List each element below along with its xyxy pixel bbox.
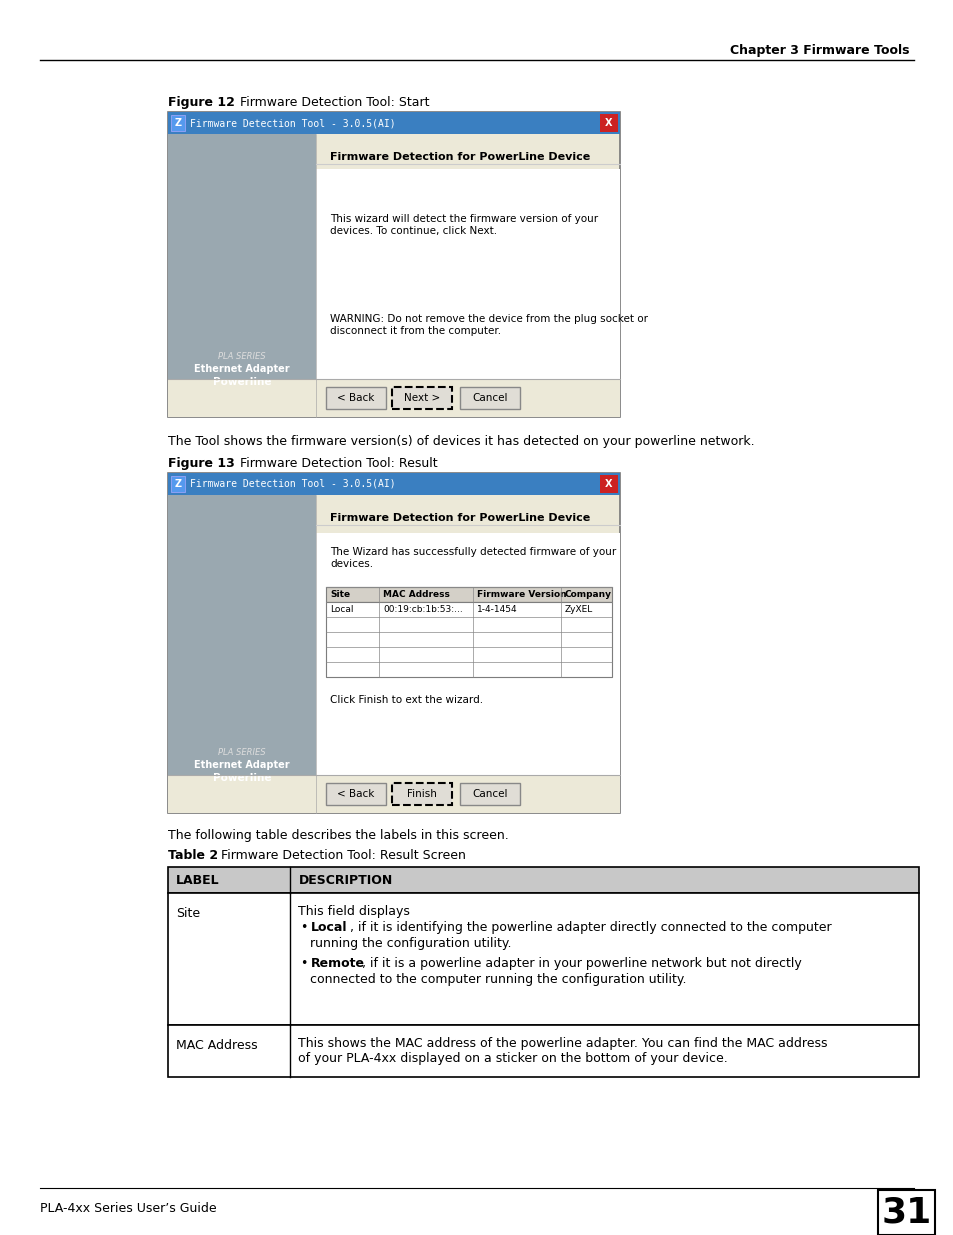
Text: Figure 12: Figure 12 — [168, 96, 234, 109]
Bar — [171, 115, 185, 131]
Text: DESCRIPTION: DESCRIPTION — [298, 873, 393, 887]
Text: This field displays: This field displays — [298, 905, 410, 918]
Text: Ethernet Adapter: Ethernet Adapter — [194, 760, 290, 769]
Text: Firmware Detection Tool - 3.0.5(AI): Firmware Detection Tool - 3.0.5(AI) — [190, 119, 395, 128]
Bar — [168, 379, 619, 417]
Bar — [326, 783, 386, 805]
Bar — [168, 776, 619, 813]
Text: Site: Site — [330, 590, 350, 599]
Text: Figure 13: Figure 13 — [168, 457, 234, 471]
Text: running the configuration utility.: running the configuration utility. — [310, 937, 512, 950]
Text: Ethernet Adapter: Ethernet Adapter — [194, 364, 290, 374]
Text: Local: Local — [310, 921, 347, 934]
Bar — [392, 783, 452, 805]
Text: PLA-4xx Series User’s Guide: PLA-4xx Series User’s Guide — [40, 1202, 216, 1215]
Text: Next >: Next > — [403, 393, 439, 403]
Bar — [599, 114, 618, 132]
Text: Table 2: Table 2 — [168, 848, 218, 862]
Bar — [171, 475, 185, 492]
Bar — [326, 587, 612, 601]
Bar — [459, 783, 519, 805]
Bar — [877, 1191, 934, 1235]
Text: Firmware Detection for PowerLine Device: Firmware Detection for PowerLine Device — [330, 152, 590, 162]
Text: Remote: Remote — [310, 957, 364, 969]
Bar — [168, 495, 315, 813]
Text: Firmware Detection Tool - 3.0.5(AI): Firmware Detection Tool - 3.0.5(AI) — [190, 479, 395, 489]
Bar — [599, 475, 618, 493]
Text: The Wizard has successfully detected firmware of your
devices.: The Wizard has successfully detected fir… — [330, 547, 616, 568]
Text: 00:19:cb:1b:53:...: 00:19:cb:1b:53:... — [382, 605, 462, 614]
Text: WARNING: Do not remove the device from the plug socket or
disconnect it from the: WARNING: Do not remove the device from t… — [330, 314, 647, 336]
Text: PLA SERIES: PLA SERIES — [218, 352, 266, 361]
Text: Z: Z — [174, 119, 181, 128]
Text: Powerline: Powerline — [213, 377, 271, 387]
Bar — [326, 601, 612, 677]
Text: < Back: < Back — [337, 789, 375, 799]
Text: Click Finish to ext the wizard.: Click Finish to ext the wizard. — [330, 695, 482, 705]
Text: Z: Z — [174, 479, 181, 489]
Bar — [168, 112, 619, 135]
Bar — [168, 1025, 918, 1077]
Text: Firmware Detection Tool: Start: Firmware Detection Tool: Start — [232, 96, 429, 109]
Text: Company: Company — [564, 590, 611, 599]
Bar — [459, 387, 519, 409]
Text: Chapter 3 Firmware Tools: Chapter 3 Firmware Tools — [730, 44, 909, 57]
Text: Firmware Detection Tool: Result Screen: Firmware Detection Tool: Result Screen — [213, 848, 465, 862]
Bar — [315, 169, 619, 417]
Text: LABEL: LABEL — [175, 873, 219, 887]
Text: , if it is a powerline adapter in your powerline network but not directly: , if it is a powerline adapter in your p… — [362, 957, 801, 969]
Text: Cancel: Cancel — [472, 789, 507, 799]
Text: Local: Local — [330, 605, 354, 614]
Bar — [315, 534, 619, 813]
Text: X: X — [604, 479, 612, 489]
Bar — [392, 387, 452, 409]
Text: •: • — [300, 921, 308, 934]
Text: 1-4-1454: 1-4-1454 — [476, 605, 517, 614]
Text: MAC Address: MAC Address — [175, 1039, 257, 1052]
Bar — [168, 473, 619, 495]
Bar — [326, 387, 386, 409]
Text: Site: Site — [175, 906, 200, 920]
Text: The following table describes the labels in this screen.: The following table describes the labels… — [168, 829, 508, 842]
Text: This wizard will detect the firmware version of your
devices. To continue, click: This wizard will detect the firmware ver… — [330, 214, 598, 236]
Bar — [168, 135, 315, 417]
Text: Firmware Detection Tool: Result: Firmware Detection Tool: Result — [232, 457, 437, 471]
Text: < Back: < Back — [337, 393, 375, 403]
Text: •: • — [300, 957, 308, 969]
Text: The Tool shows the firmware version(s) of devices it has detected on your powerl: The Tool shows the firmware version(s) o… — [168, 435, 754, 448]
Text: Cancel: Cancel — [472, 393, 507, 403]
Bar — [168, 867, 918, 893]
Text: 31: 31 — [881, 1195, 931, 1230]
Text: , if it is identifying the powerline adapter directly connected to the computer: , if it is identifying the powerline ada… — [350, 921, 831, 934]
Text: Finish: Finish — [407, 789, 436, 799]
Text: connected to the computer running the configuration utility.: connected to the computer running the co… — [310, 973, 686, 986]
Text: Firmware Version: Firmware Version — [476, 590, 566, 599]
Text: Firmware Detection for PowerLine Device: Firmware Detection for PowerLine Device — [330, 513, 590, 522]
Text: This shows the MAC address of the powerline adapter. You can find the MAC addres: This shows the MAC address of the powerl… — [298, 1037, 827, 1065]
Text: PLA SERIES: PLA SERIES — [218, 748, 266, 757]
Bar — [168, 893, 918, 1025]
Bar — [168, 112, 619, 417]
Text: ZyXEL: ZyXEL — [564, 605, 592, 614]
Bar — [168, 473, 619, 813]
Text: MAC Address: MAC Address — [382, 590, 449, 599]
Text: X: X — [604, 119, 612, 128]
Text: Powerline: Powerline — [213, 773, 271, 783]
